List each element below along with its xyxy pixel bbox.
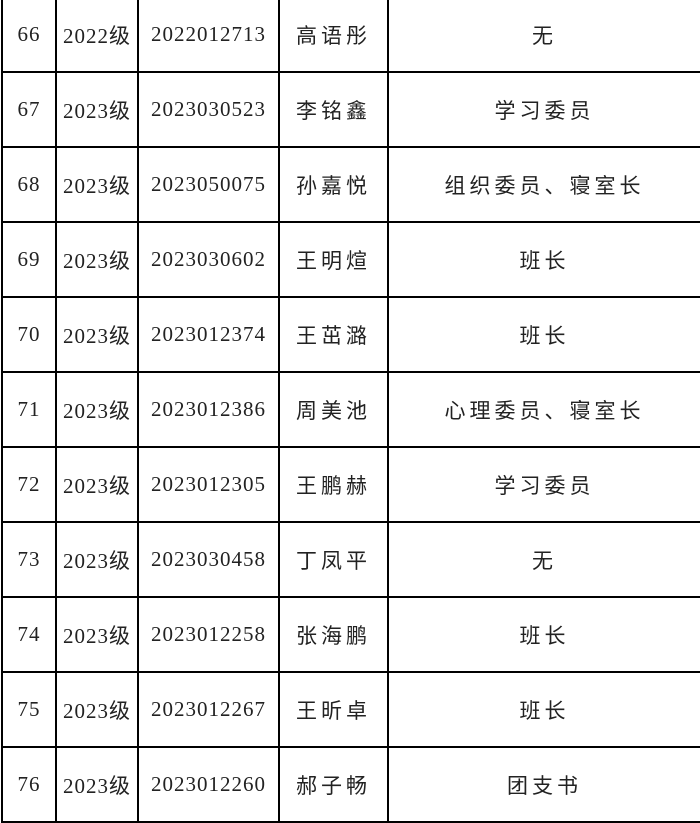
row-number-cell: 72 xyxy=(1,446,57,523)
table-row: 71 2023级 2023012386 周美池 心理委员、寝室长 xyxy=(1,371,700,448)
role-cell: 心理委员、寝室长 xyxy=(387,371,700,448)
row-number-cell: 75 xyxy=(1,671,57,748)
row-number-cell: 70 xyxy=(1,296,57,373)
name-cell: 王茁潞 xyxy=(278,296,389,373)
grade-cell: 2023级 xyxy=(55,746,139,823)
table-row: 66 2022级 2022012713 高语彤无 xyxy=(1,0,700,73)
grade-cell: 2023级 xyxy=(55,221,139,298)
row-number-cell: 73 xyxy=(1,521,57,598)
row-number-cell: 68 xyxy=(1,146,57,223)
name-cell: 王明煊 xyxy=(278,221,389,298)
role-cell: 学习委员 xyxy=(387,446,700,523)
role-cell: 班长 xyxy=(387,221,700,298)
name-cell: 周美池 xyxy=(278,371,389,448)
name-cell: 高语彤 xyxy=(278,0,389,73)
table-row: 69 2023级 2023030602 王明煊 班长 xyxy=(1,221,700,298)
student-id-cell: 2023050075 xyxy=(137,146,280,223)
student-id-cell: 2023012374 xyxy=(137,296,280,373)
row-number-cell: 71 xyxy=(1,371,57,448)
student-id-cell: 2022012713 xyxy=(137,0,280,73)
grade-cell: 2023级 xyxy=(55,146,139,223)
name-cell: 张海鹏 xyxy=(278,596,389,673)
student-id-cell: 2023030523 xyxy=(137,71,280,148)
grade-cell: 2022级 xyxy=(55,0,139,73)
grade-cell: 2023级 xyxy=(55,71,139,148)
table-row: 76 2023级 2023012260 郝子畅 团支书 xyxy=(1,746,700,823)
row-number-cell: 67 xyxy=(1,71,57,148)
grade-cell: 2023级 xyxy=(55,521,139,598)
grade-cell: 2023级 xyxy=(55,296,139,373)
student-id-cell: 2023012267 xyxy=(137,671,280,748)
row-number-cell: 66 xyxy=(1,0,57,73)
student-id-cell: 2023012386 xyxy=(137,371,280,448)
role-cell: 班长 xyxy=(387,596,700,673)
role-cell: 组织委员、寝室长 xyxy=(387,146,700,223)
role-cell: 班长 xyxy=(387,296,700,373)
name-cell: 孙嘉悦 xyxy=(278,146,389,223)
role-cell: 团支书 xyxy=(387,746,700,823)
name-cell: 郝子畅 xyxy=(278,746,389,823)
student-id-cell: 2023030602 xyxy=(137,221,280,298)
table-row: 74 2023级 2023012258 张海鹏 班长 xyxy=(1,596,700,673)
grade-cell: 2023级 xyxy=(55,596,139,673)
table-row: 72 2023级 2023012305 王鹏赫 学习委员 xyxy=(1,446,700,523)
table-row: 75 2023级 2023012267 王昕卓 班长 xyxy=(1,671,700,748)
row-number-cell: 69 xyxy=(1,221,57,298)
name-cell: 王昕卓 xyxy=(278,671,389,748)
table-row: 73 2023级 2023030458 丁凤平无 xyxy=(1,521,700,598)
role-cell: 无 xyxy=(387,0,700,73)
role-cell: 无 xyxy=(387,521,700,598)
table-row: 67 2023级 2023030523 李铭鑫 学习委员 xyxy=(1,71,700,148)
student-id-cell: 2023012305 xyxy=(137,446,280,523)
table-row: 68 2023级 2023050075 孙嘉悦 组织委员、寝室长 xyxy=(1,146,700,223)
role-cell: 班长 xyxy=(387,671,700,748)
student-id-cell: 2023030458 xyxy=(137,521,280,598)
grade-cell: 2023级 xyxy=(55,371,139,448)
name-cell: 丁凤平 xyxy=(278,521,389,598)
name-cell: 王鹏赫 xyxy=(278,446,389,523)
grade-cell: 2023级 xyxy=(55,671,139,748)
row-number-cell: 76 xyxy=(1,746,57,823)
student-id-cell: 2023012258 xyxy=(137,596,280,673)
row-number-cell: 74 xyxy=(1,596,57,673)
role-cell: 学习委员 xyxy=(387,71,700,148)
student-id-cell: 2023012260 xyxy=(137,746,280,823)
table-row: 70 2023级 2023012374 王茁潞 班长 xyxy=(1,296,700,373)
name-cell: 李铭鑫 xyxy=(278,71,389,148)
grade-cell: 2023级 xyxy=(55,446,139,523)
